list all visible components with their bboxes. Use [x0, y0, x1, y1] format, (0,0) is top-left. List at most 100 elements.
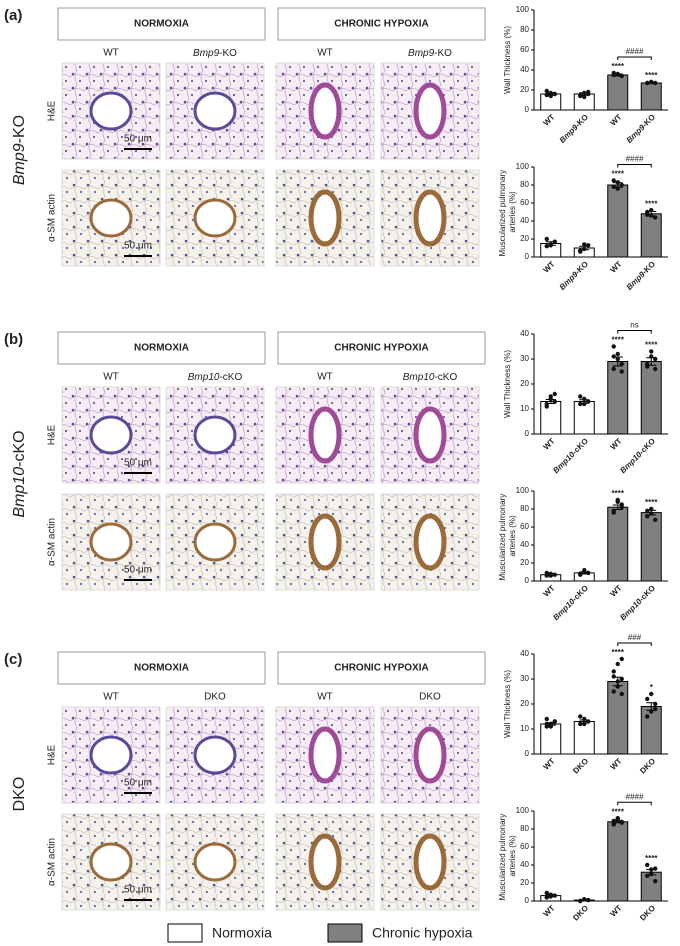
bar	[540, 401, 562, 435]
bar	[640, 512, 662, 582]
y-axis-label: Muscularized pulmonary arteries (%)	[498, 492, 517, 581]
column-label: Bmp9-KO	[193, 48, 237, 59]
vessel	[413, 833, 447, 891]
vessel	[308, 406, 342, 464]
panel-model: Bmp10-cKO	[11, 430, 28, 517]
scale-bar-label: 50 μm	[124, 778, 152, 789]
x-tick-label: Bmp9-KO	[625, 260, 657, 292]
x-tick-label: WT	[541, 436, 556, 451]
y-axis-label-line: Wall Thickness (%)	[503, 670, 512, 738]
data-point	[578, 401, 583, 407]
data-point	[619, 656, 624, 662]
header: CHRONIC HYPOXIA	[334, 663, 428, 674]
data-point	[582, 90, 587, 96]
y-tick-label: 40	[520, 860, 529, 869]
data-point	[582, 242, 587, 247]
header-box	[277, 7, 486, 41]
panel-label: (b)	[4, 331, 23, 348]
column-label: DKO	[419, 692, 441, 703]
column-label: DKO	[204, 692, 226, 703]
bar	[607, 681, 629, 755]
row-label: α-SM actin	[47, 194, 58, 242]
data-point	[582, 246, 587, 252]
vessel	[308, 189, 342, 247]
data-point	[619, 505, 624, 510]
y-tick-label: 40	[520, 329, 529, 338]
data-point	[586, 91, 591, 97]
significance: *	[650, 683, 654, 692]
data-point	[619, 73, 624, 79]
data-point	[653, 366, 658, 372]
y-tick-label: 20	[520, 878, 529, 887]
data-point	[578, 721, 583, 727]
y-axis-label-line: Wall Thickness (%)	[503, 350, 512, 418]
bar	[640, 361, 662, 435]
y-tick-label: 100	[516, 162, 530, 171]
column-label: Bmp10-cKO	[188, 372, 243, 383]
x-tick-label: DKO	[638, 904, 657, 923]
y-axis-label-line: Muscularized pulmonary	[498, 812, 507, 901]
significance: ****	[645, 498, 658, 507]
x-tick-label: WT	[608, 756, 623, 771]
x-tick-label: WT	[541, 756, 556, 771]
data-point	[615, 356, 620, 362]
x-tick-label: WT	[608, 259, 623, 274]
data-point	[649, 79, 654, 85]
y-tick-label: 40	[520, 65, 529, 74]
data-point	[653, 706, 658, 712]
data-point	[582, 396, 587, 402]
x-tick-label: Bmp9-KO	[558, 260, 590, 292]
header-box	[277, 331, 486, 365]
scale-bar-label: 50 μm	[124, 885, 152, 896]
y-tick-label: 80	[520, 25, 529, 34]
data-point	[615, 71, 620, 77]
bracket	[617, 642, 652, 646]
header: NORMOXIA	[134, 19, 189, 30]
data-point	[611, 689, 616, 694]
data-point	[552, 91, 557, 97]
y-tick-label: 20	[520, 558, 529, 567]
data-point	[548, 93, 553, 99]
bracket-label: ###	[628, 633, 642, 642]
y-tick-label: 60	[520, 522, 529, 531]
panel-model: DKO	[11, 777, 28, 812]
column-label: Bmp10-cKO	[403, 372, 458, 383]
data-point	[544, 236, 549, 242]
significance: ****	[645, 854, 658, 863]
data-point	[615, 684, 620, 689]
row-label: H&E	[47, 424, 58, 445]
y-tick-label: 0	[525, 105, 530, 114]
y-tick-label: 0	[525, 749, 530, 758]
column-label: WT	[317, 692, 333, 703]
vessel	[308, 82, 342, 140]
data-point	[578, 714, 583, 719]
data-point	[544, 721, 549, 727]
bar	[640, 213, 662, 258]
y-axis-label: Muscularized pulmonary arteries (%)	[498, 168, 517, 257]
y-tick-label: 10	[520, 724, 529, 733]
data-point	[645, 862, 650, 868]
y-tick-label: 20	[520, 699, 529, 708]
legend-label: Normoxia	[212, 925, 272, 941]
y-axis-label-line: Muscularized pulmonary	[498, 168, 507, 257]
data-point	[552, 572, 557, 577]
vessel	[193, 198, 237, 238]
bar	[640, 82, 662, 111]
data-point	[653, 866, 658, 871]
y-tick-label: 80	[520, 824, 529, 833]
y-tick-label: 40	[520, 540, 529, 549]
y-tick-label: 10	[520, 404, 529, 413]
data-point	[544, 92, 549, 98]
data-point	[645, 714, 650, 719]
bar	[607, 506, 629, 582]
vessel	[89, 91, 133, 131]
data-point	[548, 894, 553, 899]
data-point	[582, 94, 587, 100]
data-point	[649, 511, 654, 516]
data-point	[649, 709, 654, 714]
x-tick-label: WT	[608, 583, 623, 598]
data-point	[544, 570, 549, 576]
data-point	[582, 897, 587, 902]
data-point	[645, 873, 650, 878]
y-tick-label: 100	[516, 806, 530, 815]
